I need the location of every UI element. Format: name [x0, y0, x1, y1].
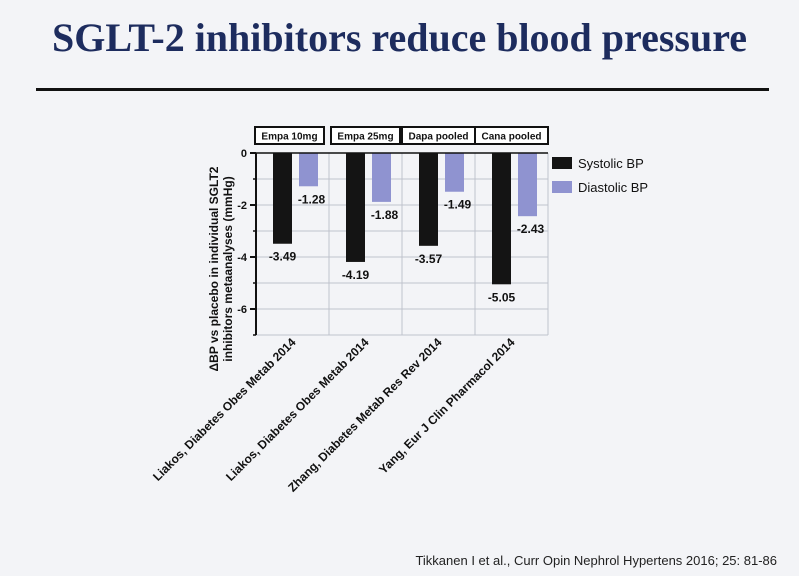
x-category-label: Yang, Eur J Clin Pharmacol 2014 — [376, 335, 518, 477]
slide-title: SGLT-2 inhibitors reduce blood pressure — [52, 15, 747, 60]
y-tick-label: -4 — [237, 252, 248, 264]
systolic-value-label: -3.49 — [269, 250, 297, 264]
title-divider — [36, 88, 769, 91]
systolic-bar — [346, 153, 365, 262]
systolic-value-label: -3.57 — [415, 252, 443, 266]
systolic-bar — [419, 153, 438, 246]
diastolic-bar — [299, 153, 318, 187]
group-label-box — [254, 126, 325, 145]
x-category-label: Zhang, Diabetes Metab Res Rev 2014 — [285, 335, 445, 495]
diastolic-bar — [372, 153, 391, 202]
group-label-box — [474, 126, 549, 145]
systolic-value-label: -4.19 — [342, 268, 370, 282]
group-label: Empa 10mg — [261, 132, 317, 143]
y-tick-label: -6 — [237, 304, 247, 316]
diastolic-bar — [445, 153, 464, 192]
x-category-label: Liakos, Diabetes Obes Metab 2014 — [223, 335, 372, 484]
systolic-bar — [273, 153, 292, 244]
legend-label: Diastolic BP — [578, 180, 648, 195]
citation: Tikkanen I et al., Curr Opin Nephrol Hyp… — [415, 553, 777, 568]
diastolic-value-label: -2.43 — [517, 222, 545, 236]
legend-swatch — [552, 181, 572, 193]
group-label: Cana pooled — [481, 132, 541, 143]
group-label: Empa 25mg — [337, 132, 393, 143]
diastolic-bar — [518, 153, 537, 217]
diastolic-value-label: -1.88 — [371, 208, 399, 222]
diastolic-value-label: -1.49 — [444, 198, 472, 212]
y-axis-title: ΔBP vs placebo in individual SGLT2inhibi… — [207, 166, 235, 371]
group-label: Dapa pooled — [408, 132, 468, 143]
y-tick-label: -2 — [237, 200, 247, 212]
systolic-value-label: -5.05 — [488, 290, 516, 304]
legend-label: Systolic BP — [578, 156, 644, 171]
legend-swatch — [552, 157, 572, 169]
y-axis-title-line: ΔBP vs placebo in individual SGLT2 — [207, 166, 221, 371]
group-label-box — [330, 126, 401, 145]
y-axis-title-line: inhibitors metaanalyses (mmHg) — [221, 176, 235, 361]
systolic-bar — [492, 153, 511, 285]
y-tick-label: 0 — [241, 148, 247, 160]
diastolic-value-label: -1.28 — [298, 192, 326, 206]
